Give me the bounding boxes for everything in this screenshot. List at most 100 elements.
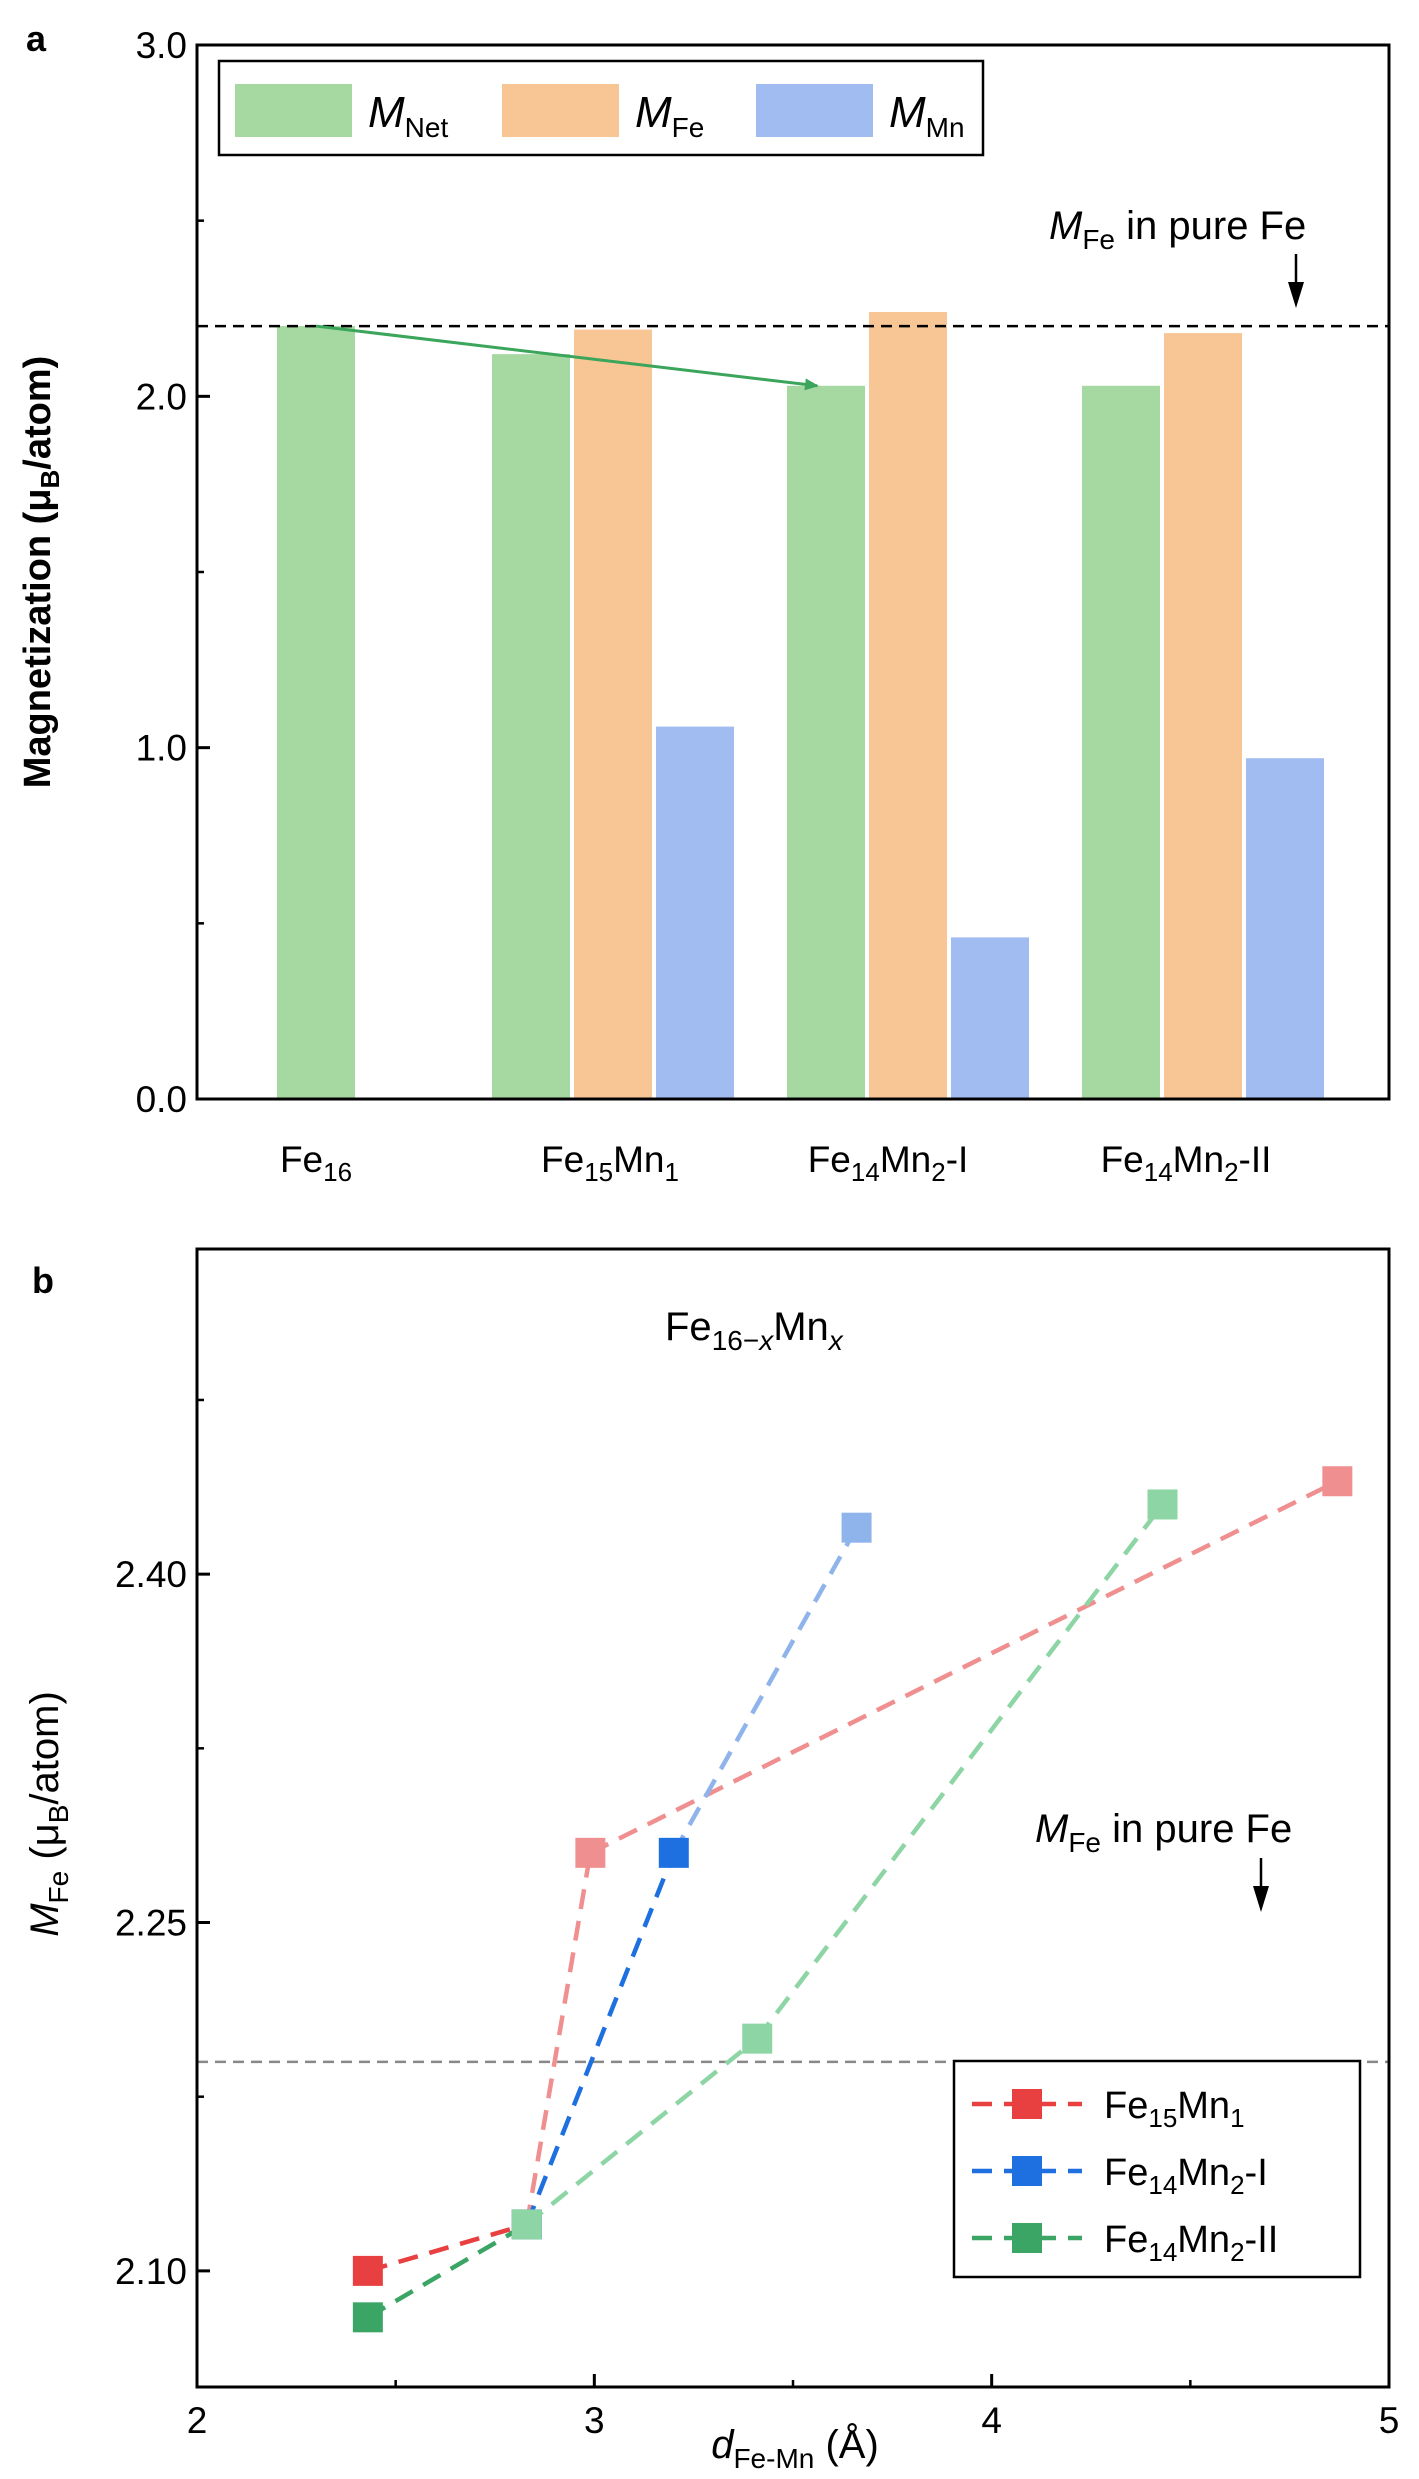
panel-a-bar-chart: a 0.01.02.03.0 Fe16 Fe15Mn1 Fe14Mn2-I Fe14M… bbox=[17, 18, 1391, 1187]
y-axis-label: Magnetization (μB/atom) bbox=[17, 356, 65, 789]
text-part: Fe bbox=[1082, 224, 1115, 255]
text-part: (Å) bbox=[814, 2422, 878, 2467]
text-part: 14 bbox=[1144, 1157, 1173, 1187]
text-part: Net bbox=[405, 112, 449, 143]
x-tick-label: 3 bbox=[584, 2400, 605, 2441]
text-part: Mn bbox=[613, 1139, 664, 1180]
text-part: x bbox=[827, 1325, 844, 1356]
x-category-label: Fe14Mn2-II bbox=[1101, 1139, 1272, 1187]
legend-swatch-MFe bbox=[502, 84, 619, 137]
text-part: -II bbox=[1239, 1139, 1272, 1180]
text-part: 2 bbox=[1230, 2170, 1244, 2200]
text-part: 2 bbox=[1230, 2237, 1244, 2267]
legend-label-Fe15Mn1: Fe15Mn1 bbox=[1104, 2085, 1245, 2133]
text-part: Fe bbox=[1104, 2219, 1148, 2261]
text-part: 15 bbox=[1148, 2103, 1177, 2133]
text-part: x bbox=[757, 1325, 774, 1356]
text-part: Mn bbox=[880, 1139, 931, 1180]
reference-label: MFe in pure Fe bbox=[1035, 1807, 1292, 1858]
text-part: -I bbox=[946, 1139, 969, 1180]
bar-group bbox=[277, 312, 1324, 1100]
text-part: -II bbox=[1245, 2219, 1279, 2261]
text-part: Fe bbox=[1101, 1139, 1144, 1180]
text-part: 1 bbox=[665, 1157, 679, 1187]
legend-swatch-MMn bbox=[756, 84, 873, 137]
reference-pointer-head bbox=[1288, 282, 1304, 308]
data-point-Fe15Mn1 bbox=[352, 2255, 383, 2286]
trend-arrow bbox=[315, 324, 819, 391]
text-part: d bbox=[711, 2423, 735, 2467]
y-tick-label: 2.0 bbox=[136, 376, 187, 417]
y-axis-label-text: Magnetization (μB/atom) bbox=[17, 356, 65, 789]
text-part: Fe bbox=[280, 1139, 323, 1180]
x-axis: Fe16 Fe15Mn1 Fe14Mn2-I Fe14Mn2-II bbox=[280, 1139, 1271, 1187]
y-tick-label: 0.0 bbox=[136, 1079, 187, 1120]
reference-pointer-head bbox=[1253, 1886, 1269, 1912]
series-segment-Fe15Mn1 bbox=[367, 2222, 528, 2274]
text-part: in pure Fe bbox=[1101, 1807, 1292, 1851]
text-part: Fe bbox=[1104, 2152, 1148, 2194]
legend-label-MMn: MMn bbox=[889, 88, 965, 143]
legend-marker-Fe15Mn1 bbox=[1012, 2089, 1042, 2119]
bar-MNet-0 bbox=[277, 326, 355, 1100]
series-segment-Fe14Mn2-II bbox=[525, 2036, 759, 2227]
x-category-label: Fe15Mn1 bbox=[541, 1139, 679, 1187]
y-axis-label-text: MFe (μB/atom) bbox=[23, 1691, 74, 1937]
y-axis-label: MFe (μB/atom) bbox=[23, 1691, 74, 1937]
legend-label-MNet: MNet bbox=[368, 88, 448, 143]
data-point-Fe14Mn2-I bbox=[658, 1837, 689, 1868]
data-point-Fe15Mn1 bbox=[575, 1837, 606, 1868]
series-segment-Fe15Mn1 bbox=[524, 1852, 593, 2225]
series-segment-Fe14Mn2-I bbox=[524, 1852, 676, 2226]
text-part: 14 bbox=[851, 1157, 880, 1187]
bar-MFe-2 bbox=[869, 312, 947, 1100]
y-axis: 0.0 1.0 2.0 3.0 bbox=[136, 25, 210, 1120]
chart-title: Fe16−xMnx bbox=[665, 1305, 844, 1356]
series-segment-Fe14Mn2-II bbox=[366, 2222, 528, 2320]
text-part: M bbox=[1049, 204, 1083, 248]
text-part: M bbox=[889, 88, 926, 137]
text-part: 2 bbox=[931, 1157, 945, 1187]
text-part: Fe bbox=[1068, 1827, 1101, 1858]
y-axis: 2.10 2.25 2.40 bbox=[115, 1398, 210, 2292]
text-part: M bbox=[635, 88, 672, 137]
bar-MNet-3 bbox=[1082, 385, 1160, 1099]
legend-marker-Fe14Mn2-I bbox=[1012, 2156, 1042, 2186]
reference-annotation: MFe in pure Fe bbox=[1049, 204, 1306, 308]
reference-annotation: MFe in pure Fe bbox=[1035, 1807, 1292, 1912]
data-point-Fe14Mn2-II bbox=[742, 2023, 773, 2054]
reference-label: MFe in pure Fe bbox=[1049, 204, 1306, 255]
text-part: Magnetization (μ bbox=[17, 488, 59, 788]
text-part: M bbox=[23, 1903, 67, 1937]
text-part: 16 bbox=[323, 1157, 352, 1187]
y-tick-label: 3.0 bbox=[136, 25, 187, 66]
series-segment-Fe15Mn1 bbox=[589, 1479, 1339, 1855]
text-part: (μ bbox=[23, 1823, 67, 1870]
text-part: Mn bbox=[1177, 2219, 1230, 2261]
text-part: 14 bbox=[1148, 2170, 1177, 2200]
x-axis-label-text: dFe-Mn (Å) bbox=[711, 2422, 879, 2474]
text-part: Mn bbox=[926, 112, 965, 143]
text-part: Fe bbox=[1104, 2085, 1148, 2127]
panel-a-letter: a bbox=[26, 18, 47, 59]
legend-swatch-MNet bbox=[235, 84, 352, 137]
legend: MNet MFe MMn bbox=[217, 59, 985, 157]
text-part: Fe bbox=[808, 1139, 851, 1180]
bar-MMn-1 bbox=[656, 726, 734, 1099]
bar-MFe-3 bbox=[1164, 333, 1242, 1099]
bar-MMn-3 bbox=[1246, 758, 1324, 1099]
x-tick-label: 2 bbox=[187, 2400, 208, 2441]
text-part: Fe bbox=[43, 1871, 74, 1904]
x-axis-label: dFe-Mn (Å) bbox=[711, 2422, 879, 2474]
text-part: Mn bbox=[1177, 2085, 1230, 2127]
chart-title-text: Fe16−xMnx bbox=[665, 1305, 844, 1356]
bar-MMn-2 bbox=[951, 937, 1029, 1099]
text-part: M bbox=[368, 88, 405, 137]
legend-label-Fe14Mn2-I: Fe14Mn2-I bbox=[1104, 2152, 1268, 2200]
y-tick-label: 2.10 bbox=[115, 2251, 187, 2292]
legend-label-MFe: MFe bbox=[635, 88, 704, 143]
y-tick-label: 2.40 bbox=[115, 1554, 187, 1595]
